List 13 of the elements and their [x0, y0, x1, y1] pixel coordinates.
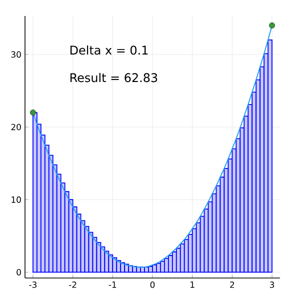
y-tick-label: 10 [12, 196, 21, 203]
y-tick-label: 0 [16, 268, 21, 276]
y-tick-label: 30 [11, 51, 21, 58]
y-tick-label: 20 [11, 124, 21, 130]
annotation: Delta x = 0.1 [70, 45, 148, 55]
x-tick-label: 0 [150, 282, 155, 288]
x-tick-label: 1 [190, 282, 194, 288]
x-tick-label: -3 [29, 282, 37, 288]
annotation: Result = 62.83 [70, 72, 158, 82]
x-tick-label: -2 [68, 282, 76, 288]
x-tick-label: 2 [230, 282, 234, 288]
x-tick-label: -1 [108, 282, 116, 288]
x-tick-label: 3 [270, 282, 274, 288]
